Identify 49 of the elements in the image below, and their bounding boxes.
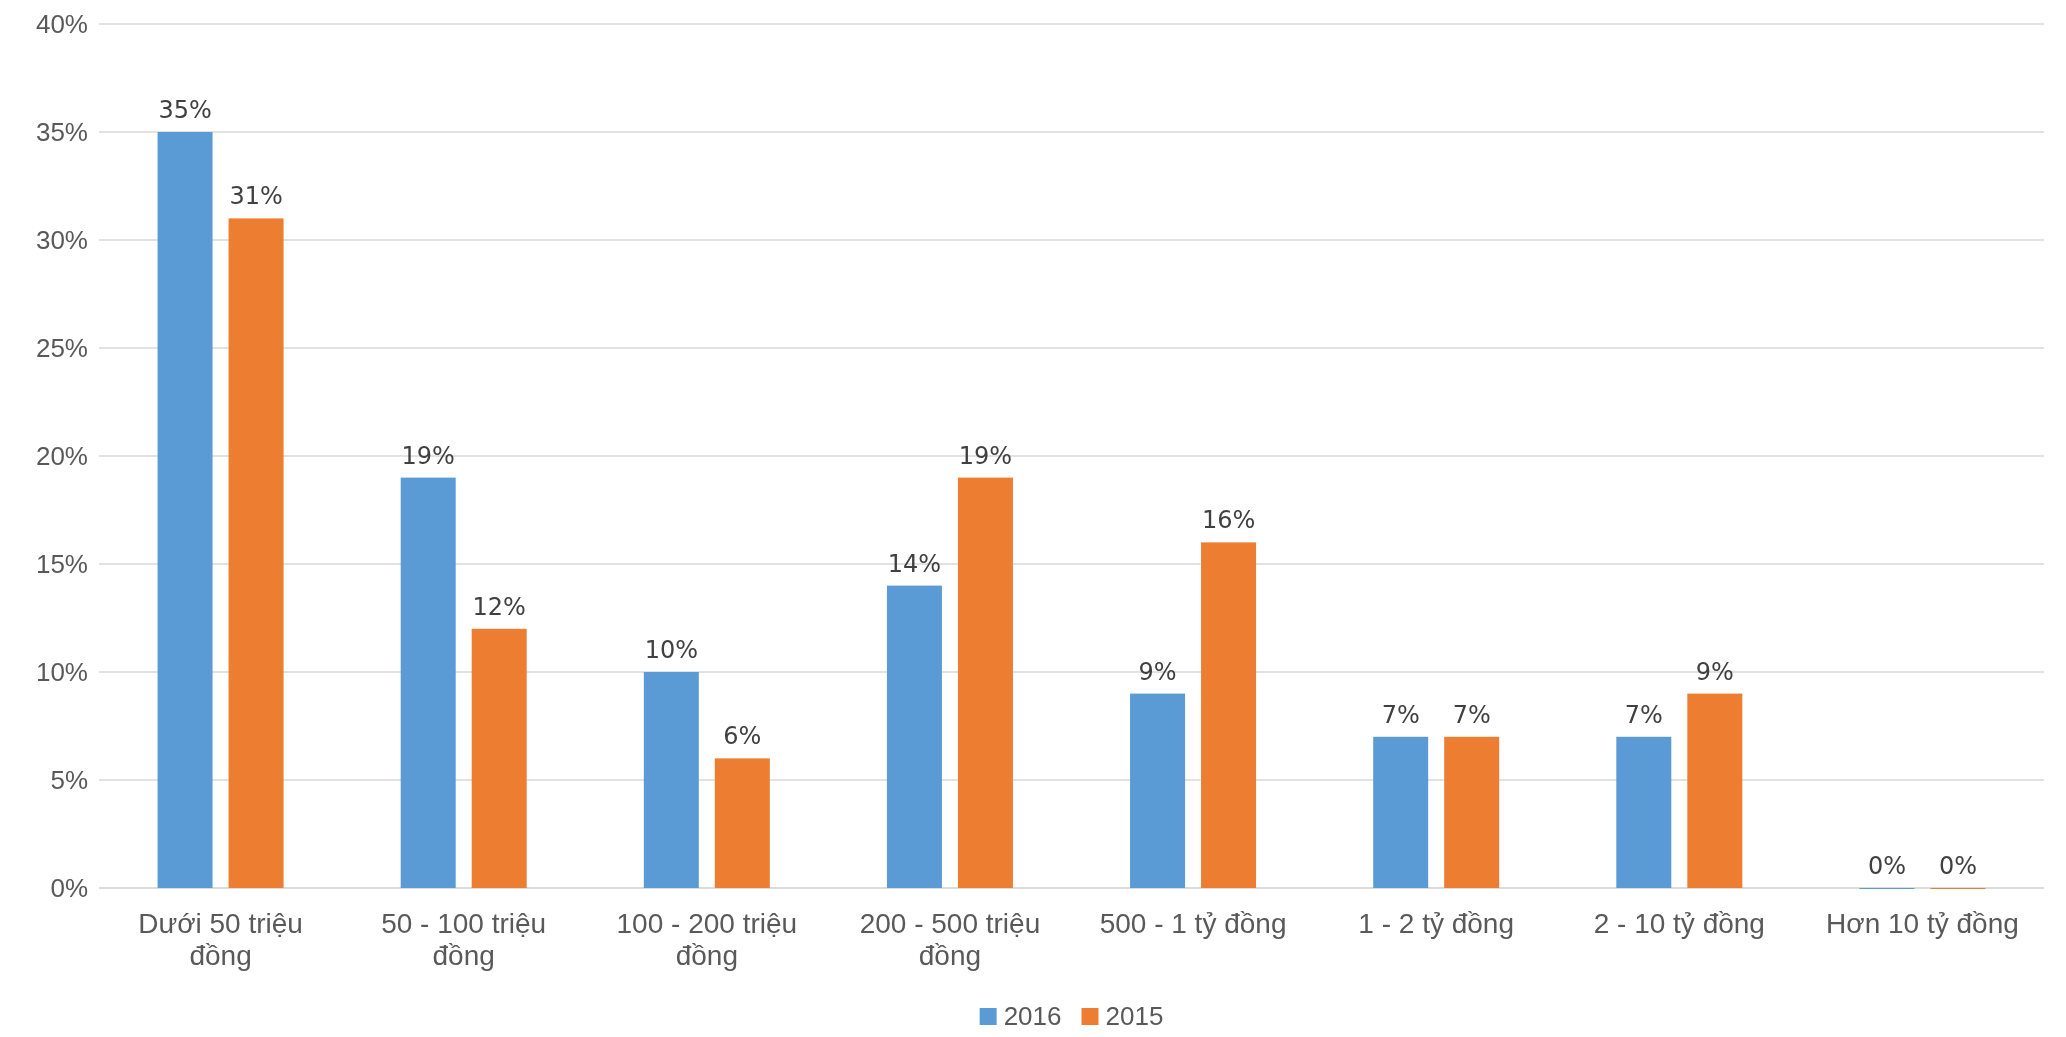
data-label: 0% <box>1867 852 1906 880</box>
data-label: 35% <box>158 96 212 124</box>
bar <box>1444 736 1500 888</box>
data-label: 9% <box>1695 657 1734 686</box>
x-tick-label: 50 - 100 triệu đồng <box>381 907 547 972</box>
bar <box>957 477 1013 888</box>
bar <box>228 218 284 888</box>
legend-label: 2016 <box>1003 1001 1062 1031</box>
y-tick-label: 5% <box>50 764 88 795</box>
data-label: 7% <box>1381 700 1420 729</box>
data-label: 10% <box>644 636 698 664</box>
bar <box>157 132 213 888</box>
bar <box>400 477 456 888</box>
data-label: 14% <box>887 549 942 578</box>
y-tick-label: 0% <box>50 872 88 903</box>
bar <box>1201 542 1257 888</box>
data-label: 9% <box>1138 657 1177 686</box>
y-tick-label: 20% <box>35 440 88 471</box>
y-tick-label: 30% <box>35 224 88 255</box>
bar <box>1616 736 1672 888</box>
x-tick-label: 500 - 1 tỷ đồng <box>1099 907 1287 939</box>
y-tick-label: 25% <box>35 332 88 363</box>
bar <box>1130 693 1186 888</box>
bar <box>1687 693 1743 888</box>
data-label: 19% <box>958 441 1013 470</box>
y-tick-label: 35% <box>35 116 88 147</box>
data-label: 0% <box>1938 852 1977 880</box>
y-tick-label: 10% <box>35 656 88 687</box>
x-tick-label: 200 - 500 triệu đồng <box>859 907 1041 972</box>
data-label: 19% <box>401 441 455 470</box>
data-label: 16% <box>1201 506 1256 535</box>
bar <box>714 758 770 888</box>
legend-label: 2015 <box>1105 1001 1164 1031</box>
data-label: 31% <box>229 182 283 211</box>
x-tick-label: 100 - 200 triệu đồng <box>616 907 798 972</box>
data-label: 12% <box>472 592 526 621</box>
x-tick-label: Hơn 10 tỷ đồng <box>1826 907 2019 939</box>
bar <box>886 585 942 888</box>
x-tick-label: 2 - 10 tỷ đồng <box>1593 907 1765 939</box>
data-label: 6% <box>723 722 762 751</box>
y-tick-label: 15% <box>35 548 88 579</box>
data-label: 7% <box>1452 700 1491 729</box>
x-tick-label: 1 - 2 tỷ đồng <box>1358 907 1515 939</box>
x-tick-label: Dưới 50 triệu đồng <box>138 907 303 972</box>
bar <box>1373 736 1429 888</box>
data-label: 7% <box>1624 700 1663 729</box>
y-tick-label: 40% <box>35 8 88 39</box>
bar <box>643 672 699 888</box>
bar <box>471 628 527 888</box>
